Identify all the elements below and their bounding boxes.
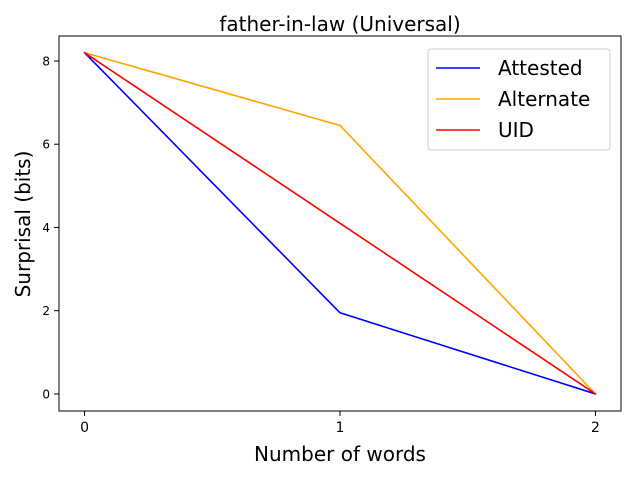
chart-title: father-in-law (Universal) xyxy=(219,12,460,36)
series-line-alternate xyxy=(83,51,597,395)
x-tick-label: 1 xyxy=(336,420,345,436)
x-tick-label: 2 xyxy=(591,420,600,436)
series-line-uid xyxy=(83,51,597,395)
legend: Attested Alternate UID xyxy=(427,48,611,151)
x-tick-label: 0 xyxy=(80,420,89,436)
legend-label-alternate: Alternate xyxy=(498,87,590,111)
y-tick-label: 4 xyxy=(42,221,50,235)
series-line-attested xyxy=(83,51,597,395)
y-tick-label: 2 xyxy=(42,304,50,318)
y-tick-label: 6 xyxy=(42,138,50,152)
x-axis-label: Number of words xyxy=(254,442,426,466)
y-tick-label: 8 xyxy=(42,54,50,68)
legend-label-uid: UID xyxy=(498,118,534,142)
legend-box xyxy=(427,48,611,151)
plot-frame xyxy=(58,35,622,412)
series-layer xyxy=(83,51,597,395)
axis-layer: 0 1 2 0 2 4 6 8 xyxy=(42,54,600,436)
y-tick-label: 0 xyxy=(42,387,50,401)
legend-label-attested: Attested xyxy=(498,56,583,80)
y-axis-label: Surprisal (bits) xyxy=(11,151,35,298)
